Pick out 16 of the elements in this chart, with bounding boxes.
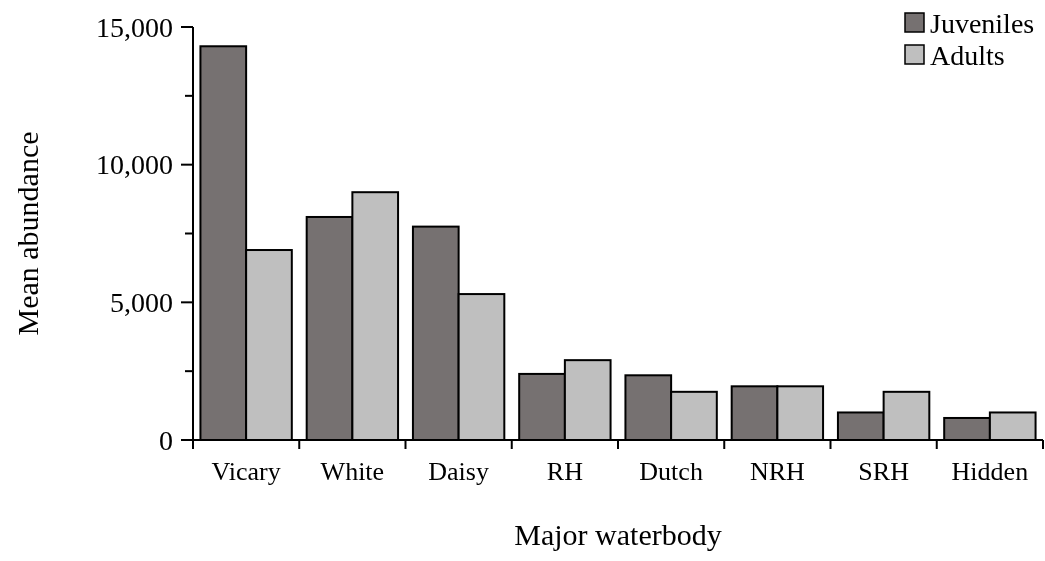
x-tick-label: Dutch (639, 457, 703, 486)
x-tick-label: Hidden (951, 457, 1029, 486)
y-tick-label: 10,000 (96, 149, 173, 181)
x-axis-title: Major waterbody (514, 518, 722, 551)
legend-label: Adults (930, 39, 1005, 71)
legend-label: Juveniles (930, 7, 1035, 39)
x-tick-label: SRH (858, 457, 910, 486)
x-tick-label: Vicary (211, 457, 281, 486)
x-tick-label: NRH (749, 457, 806, 486)
y-tick-label: 5,000 (110, 287, 173, 319)
y-tick-label: 15,000 (96, 11, 173, 43)
y-tick-label: 0 (159, 424, 173, 456)
x-tick-label: White (320, 457, 385, 486)
x-tick-label: Daisy (428, 457, 489, 486)
x-tick-label: RH (546, 457, 584, 486)
y-axis-title: Mean abundance (11, 131, 44, 336)
